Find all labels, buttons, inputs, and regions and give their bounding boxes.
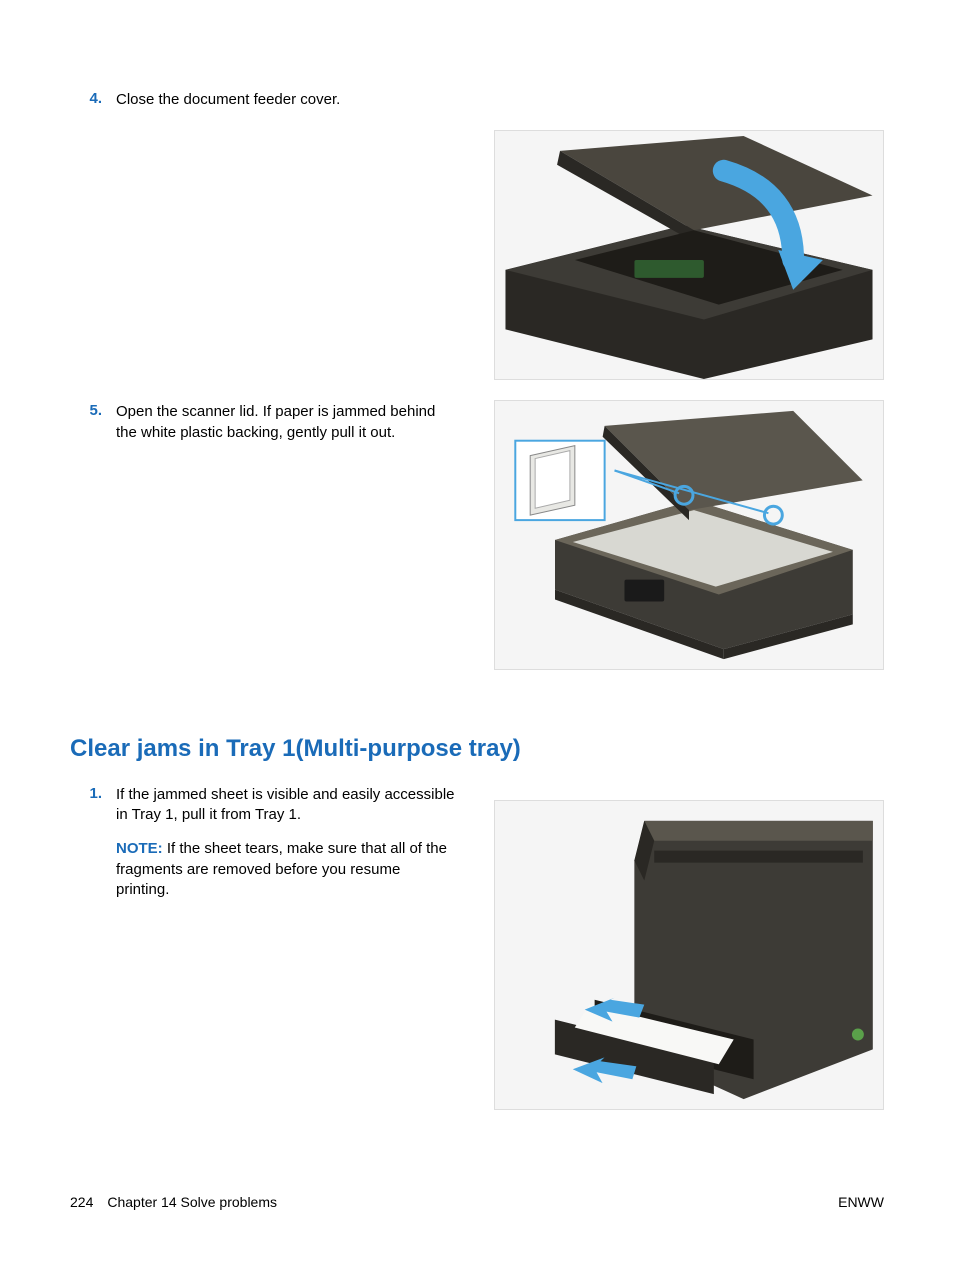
step-number: 1.: [70, 785, 102, 802]
note-block: NOTE: If the sheet tears, make sure that…: [116, 839, 456, 900]
step-text: Close the document feeder cover.: [116, 90, 340, 110]
illustration-tray1-pull: [494, 800, 884, 1110]
step-number: 4.: [70, 90, 102, 107]
page-number: 224: [70, 1194, 93, 1210]
note-label: NOTE:: [116, 840, 163, 857]
section-heading: Clear jams in Tray 1(Multi-purpose tray): [70, 735, 884, 763]
step-number: 5.: [70, 402, 102, 419]
page-footer: 224 Chapter 14 Solve problems ENWW: [70, 1194, 884, 1210]
printer-open-scanner-svg: [495, 401, 883, 669]
printer-close-feeder-svg: [495, 131, 883, 379]
step-4-row: 4. Close the document feeder cover.: [70, 90, 884, 110]
illustration-close-feeder: [494, 130, 884, 380]
chapter-title: Chapter 14 Solve problems: [107, 1194, 277, 1210]
footer-right: ENWW: [838, 1194, 884, 1210]
step-text: If the jammed sheet is visible and easil…: [116, 785, 456, 826]
step-text: Open the scanner lid. If paper is jammed…: [116, 402, 456, 443]
note-text: If the sheet tears, make sure that all o…: [116, 840, 447, 898]
manual-page: 4. Close the document feeder cover. 5. O…: [0, 0, 954, 1270]
printer-tray1-svg: [495, 801, 883, 1109]
illustration-open-scanner: [494, 400, 884, 670]
